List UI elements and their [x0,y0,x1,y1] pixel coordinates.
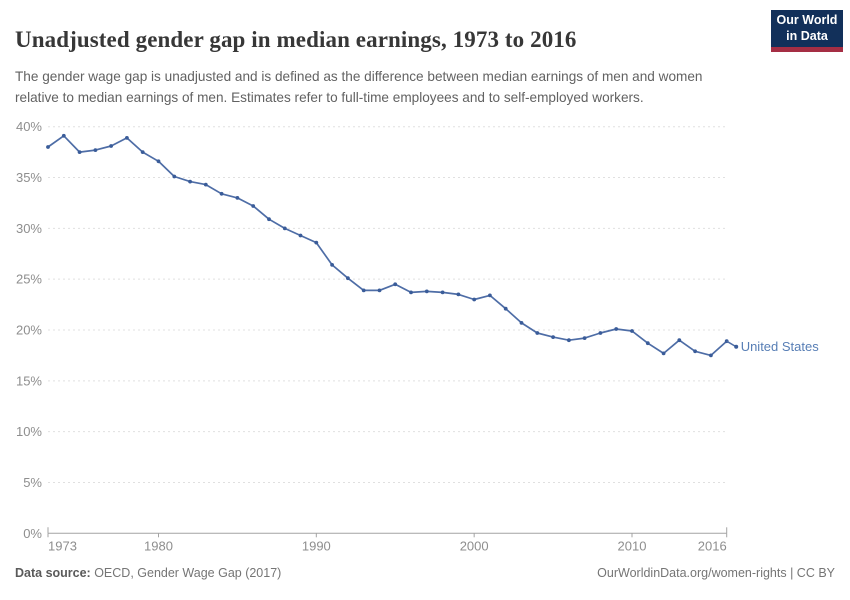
data-point[interactable] [298,233,303,238]
data-point[interactable] [567,338,571,343]
data-point[interactable] [693,349,697,354]
data-point[interactable] [346,276,350,281]
data-point[interactable] [361,288,366,293]
data-point[interactable] [203,182,208,187]
chart-footer: Data source: OECD, Gender Wage Gap (2017… [15,566,835,580]
data-point[interactable] [251,204,256,208]
data-point[interactable] [219,191,224,196]
x-tick-label: 2000 [460,538,489,553]
data-point[interactable] [377,288,382,293]
series-label-connector [726,340,737,348]
data-point[interactable] [440,290,445,295]
x-tick-label: 2010 [618,538,647,553]
data-point[interactable] [140,150,145,154]
data-point[interactable] [393,282,398,287]
series-endpoint-dot [734,344,739,349]
y-tick-label: 25% [16,272,42,287]
data-source-text: OECD, Gender Wage Gap (2017) [90,566,282,580]
series-label[interactable]: United States [741,339,820,354]
data-source-label: Data source: [15,566,91,580]
data-point[interactable] [109,144,113,148]
data-point[interactable] [614,327,619,331]
y-tick-label: 15% [16,373,42,388]
attribution-link[interactable]: OurWorldinData.org/women-rights | CC BY [597,566,835,580]
data-point[interactable] [156,159,161,164]
data-point[interactable] [709,353,713,358]
data-source: Data source: OECD, Gender Wage Gap (2017… [15,566,281,580]
data-point[interactable] [472,297,477,302]
data-point[interactable] [503,306,508,311]
owid-logo-line1: Our World [776,12,838,27]
data-point[interactable] [630,329,634,333]
chart-subtitle: The gender wage gap is unadjusted and is… [15,68,703,105]
data-point[interactable] [172,174,177,179]
x-tick-label: 1980 [144,538,173,553]
data-point[interactable] [409,290,413,295]
data-point[interactable] [598,331,603,335]
y-tick-label: 5% [23,475,42,490]
y-tick-label: 40% [16,119,42,134]
y-tick-label: 10% [16,424,42,439]
data-point[interactable] [551,335,555,339]
data-point[interactable] [519,321,524,325]
data-point[interactable] [456,292,461,297]
data-point[interactable] [677,338,682,343]
data-point[interactable] [61,133,66,138]
x-tick-label: 2016 [698,538,727,553]
data-point[interactable] [582,336,587,340]
data-point[interactable] [330,263,334,267]
data-point[interactable] [77,150,82,154]
data-point[interactable] [235,196,240,200]
y-tick-label: 0% [23,526,42,541]
line-chart-plot-area[interactable]: 0% 5% 10% 15% 20% 25% 30% 35% 40% 1973 1980 1990 200… [0,112,850,562]
data-point[interactable] [46,145,50,149]
y-tick-label: 20% [16,323,42,338]
x-tick-label: 1990 [302,538,331,553]
series-line[interactable] [47,134,728,357]
y-tick-label: 30% [16,221,42,236]
data-point[interactable] [488,293,492,298]
data-point[interactable] [661,351,666,356]
chart-title: Unadjusted gender gap in median earnings… [15,27,577,53]
data-point[interactable] [645,341,650,346]
data-point[interactable] [125,136,129,140]
data-point[interactable] [314,240,319,245]
data-point[interactable] [282,226,287,231]
owid-logo[interactable]: Our World in Data [771,10,843,52]
data-point[interactable] [267,217,271,222]
data-point[interactable] [535,331,540,335]
x-tick-label: 1973 [48,538,77,553]
data-point[interactable] [424,289,429,294]
owid-logo-line2: in Data [786,28,828,43]
y-tick-label: 35% [16,170,42,185]
data-point[interactable] [93,148,98,152]
data-point[interactable] [188,179,193,184]
